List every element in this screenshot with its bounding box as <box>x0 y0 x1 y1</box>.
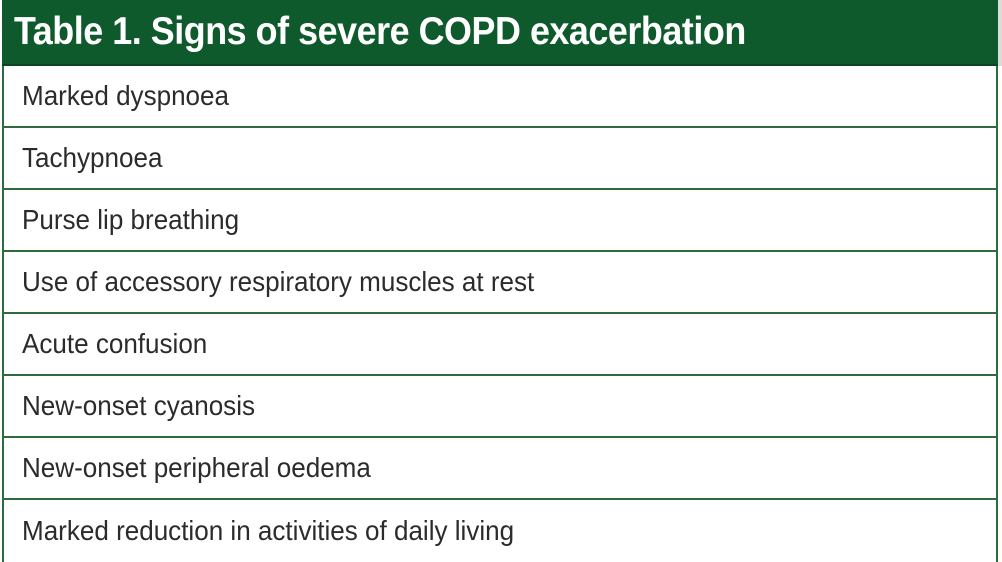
row-label-reduced-daily-activities: Marked reduction in activities of daily … <box>22 515 515 546</box>
row-label-tachypnoea: Tachypnoea <box>22 142 163 173</box>
table-title: Table 1. Signs of severe COPD exacerbati… <box>14 10 746 53</box>
signs-table: Marked dyspnoea Tachypnoea Purse lip bre… <box>2 66 998 562</box>
row-label-peripheral-oedema: New-onset peripheral oedema <box>22 452 371 483</box>
table-row: Tachypnoea <box>4 128 996 190</box>
row-label-purse-lip-breathing: Purse lip breathing <box>22 204 240 235</box>
row-label-accessory-muscles: Use of accessory respiratory muscles at … <box>22 266 535 297</box>
table-row: Purse lip breathing <box>4 190 996 252</box>
table-row: Marked dyspnoea <box>4 66 996 128</box>
row-label-acute-confusion: Acute confusion <box>22 328 208 359</box>
page-edge-divider <box>998 0 1002 66</box>
row-label-new-onset-cyanosis: New-onset cyanosis <box>22 390 256 421</box>
table-header: Table 1. Signs of severe COPD exacerbati… <box>2 0 998 66</box>
table-row: New-onset cyanosis <box>4 376 996 438</box>
table-row: New-onset peripheral oedema <box>4 438 996 500</box>
row-label-marked-dyspnoea: Marked dyspnoea <box>22 80 229 111</box>
table-row: Marked reduction in activities of daily … <box>4 500 996 562</box>
table-row: Acute confusion <box>4 314 996 376</box>
table-row: Use of accessory respiratory muscles at … <box>4 252 996 314</box>
